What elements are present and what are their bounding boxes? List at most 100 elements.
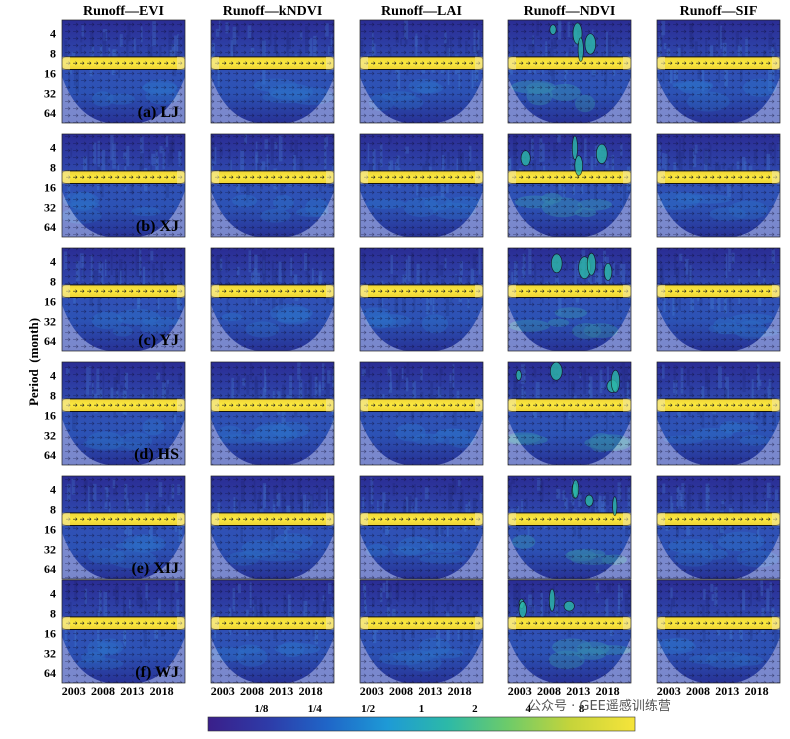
panel-frame <box>61 133 186 238</box>
column-title-1: Runoff—EVI <box>83 4 164 19</box>
phase-arrows <box>211 476 334 579</box>
panel-r3-c3 <box>359 247 484 352</box>
column-title-5: Runoff—SIF <box>680 4 758 19</box>
phase-arrows <box>62 134 185 237</box>
x-tick-label: 2003 <box>657 684 681 698</box>
panel-frame <box>359 579 484 684</box>
x-tick-label: 2003 <box>62 684 86 698</box>
panel-frame <box>61 475 186 580</box>
panel-r5-c1: (e) XIJ <box>61 475 186 580</box>
row-label-2: (b) XJ <box>136 218 179 235</box>
phase-arrows <box>508 476 631 579</box>
band-phase-arrows <box>364 175 481 179</box>
phase-arrows <box>211 580 334 683</box>
x-tick-label: 2008 <box>91 684 115 698</box>
panel-r3-c1: (c) YJ <box>61 247 186 352</box>
band-phase-arrows <box>512 403 629 407</box>
panel-r1-c2 <box>210 19 335 124</box>
panel-frame <box>656 19 781 124</box>
y-tick-label: 16 <box>44 180 56 194</box>
band-phase-arrows <box>215 175 332 179</box>
y-tick-label: 4 <box>50 587 56 601</box>
panel-r5-c5 <box>656 475 781 580</box>
x-tick-label: 2013 <box>715 684 739 698</box>
y-tick-label: 32 <box>44 542 56 556</box>
panel-r2-c1: (b) XJ <box>61 133 186 238</box>
colorbar-tick-label: 1 <box>419 703 425 715</box>
panel-frame <box>507 579 632 684</box>
phase-arrows <box>657 476 780 579</box>
band-phase-arrows <box>66 61 183 65</box>
phase-arrows <box>360 134 483 237</box>
panel-grid: (a) LJ (b) XJ (c) YJ (d) HS (e) XIJ (f) WJ <box>61 19 781 684</box>
x-tick-label: 2013 <box>566 684 590 698</box>
phase-arrows <box>360 20 483 123</box>
y-tick-label: 4 <box>50 369 56 383</box>
band-phase-arrows <box>364 621 481 625</box>
panel-r4-c4 <box>507 361 632 466</box>
row-label-4: (d) HS <box>134 446 179 463</box>
panel-r2-c3 <box>359 133 484 238</box>
panel-r1-c3 <box>359 19 484 124</box>
x-tick-label: 2013 <box>269 684 293 698</box>
phase-arrows <box>360 580 483 683</box>
colorbar: 1/8 1/4 1/2 1 2 4 8 <box>207 703 636 732</box>
y-tick-label: 32 <box>44 200 56 214</box>
panel-frame <box>359 247 484 352</box>
y-tick-label: 8 <box>50 274 56 288</box>
phase-arrows <box>62 362 185 465</box>
phase-arrows <box>62 20 185 123</box>
y-tick-label: 8 <box>50 606 56 620</box>
y-tick-label: 32 <box>44 646 56 660</box>
panel-frame <box>359 475 484 580</box>
colorbar-tick-label: 1/8 <box>254 703 269 715</box>
panel-r6-c3 <box>359 579 484 684</box>
panel-frame <box>656 579 781 684</box>
phase-arrows <box>360 476 483 579</box>
phase-arrows <box>657 362 780 465</box>
phase-arrows <box>657 580 780 683</box>
panel-frame <box>61 361 186 466</box>
panel-r3-c2 <box>210 247 335 352</box>
phase-arrows <box>657 248 780 351</box>
phase-arrows <box>62 248 185 351</box>
panel-frame <box>210 133 335 238</box>
phase-arrows <box>508 580 631 683</box>
y-tick-label: 64 <box>44 106 56 120</box>
x-tick-labels: 2003 2008 2013 2018 2003 2008 2013 2018 2003 2008… <box>62 684 769 698</box>
y-tick-label: 16 <box>44 294 56 308</box>
column-title-2: Runoff—kNDVI <box>223 4 323 19</box>
panel-r2-c5 <box>656 133 781 238</box>
x-tick-label: 2018 <box>745 684 769 698</box>
y-tick-label: 4 <box>50 141 56 155</box>
panel-frame <box>507 475 632 580</box>
phase-arrows <box>657 20 780 123</box>
band-phase-arrows <box>661 61 778 65</box>
phase-arrows <box>211 248 334 351</box>
y-tick-label: 64 <box>44 562 56 576</box>
panel-frame <box>210 579 335 684</box>
phase-arrows <box>508 362 631 465</box>
panel-frame <box>507 133 632 238</box>
y-tick-label: 16 <box>44 522 56 536</box>
colorbar-gradient <box>207 716 636 732</box>
y-tick-label: 64 <box>44 334 56 348</box>
y-tick-label: 32 <box>44 86 56 100</box>
panel-frame <box>656 475 781 580</box>
colorbar-tick-label: 2 <box>472 703 478 715</box>
panel-frame <box>61 579 186 684</box>
colorbar-tick-label: 8 <box>579 703 585 715</box>
column-titles: Runoff—EVI Runoff—kNDVI Runoff—LAI Runoff—N… <box>83 4 757 19</box>
y-tick-label: 8 <box>50 46 56 60</box>
x-tick-label: 2018 <box>448 684 472 698</box>
y-tick-label: 64 <box>44 666 56 680</box>
y-tick-label: 16 <box>44 626 56 640</box>
panel-frame <box>61 19 186 124</box>
phase-arrows <box>508 134 631 237</box>
row-label-6: (f) WJ <box>135 664 179 681</box>
colorbar-tick-label: 1/2 <box>361 703 376 715</box>
colorbar-tick-label: 1/4 <box>308 703 323 715</box>
phase-arrows <box>360 362 483 465</box>
panel-r4-c2 <box>210 361 335 466</box>
